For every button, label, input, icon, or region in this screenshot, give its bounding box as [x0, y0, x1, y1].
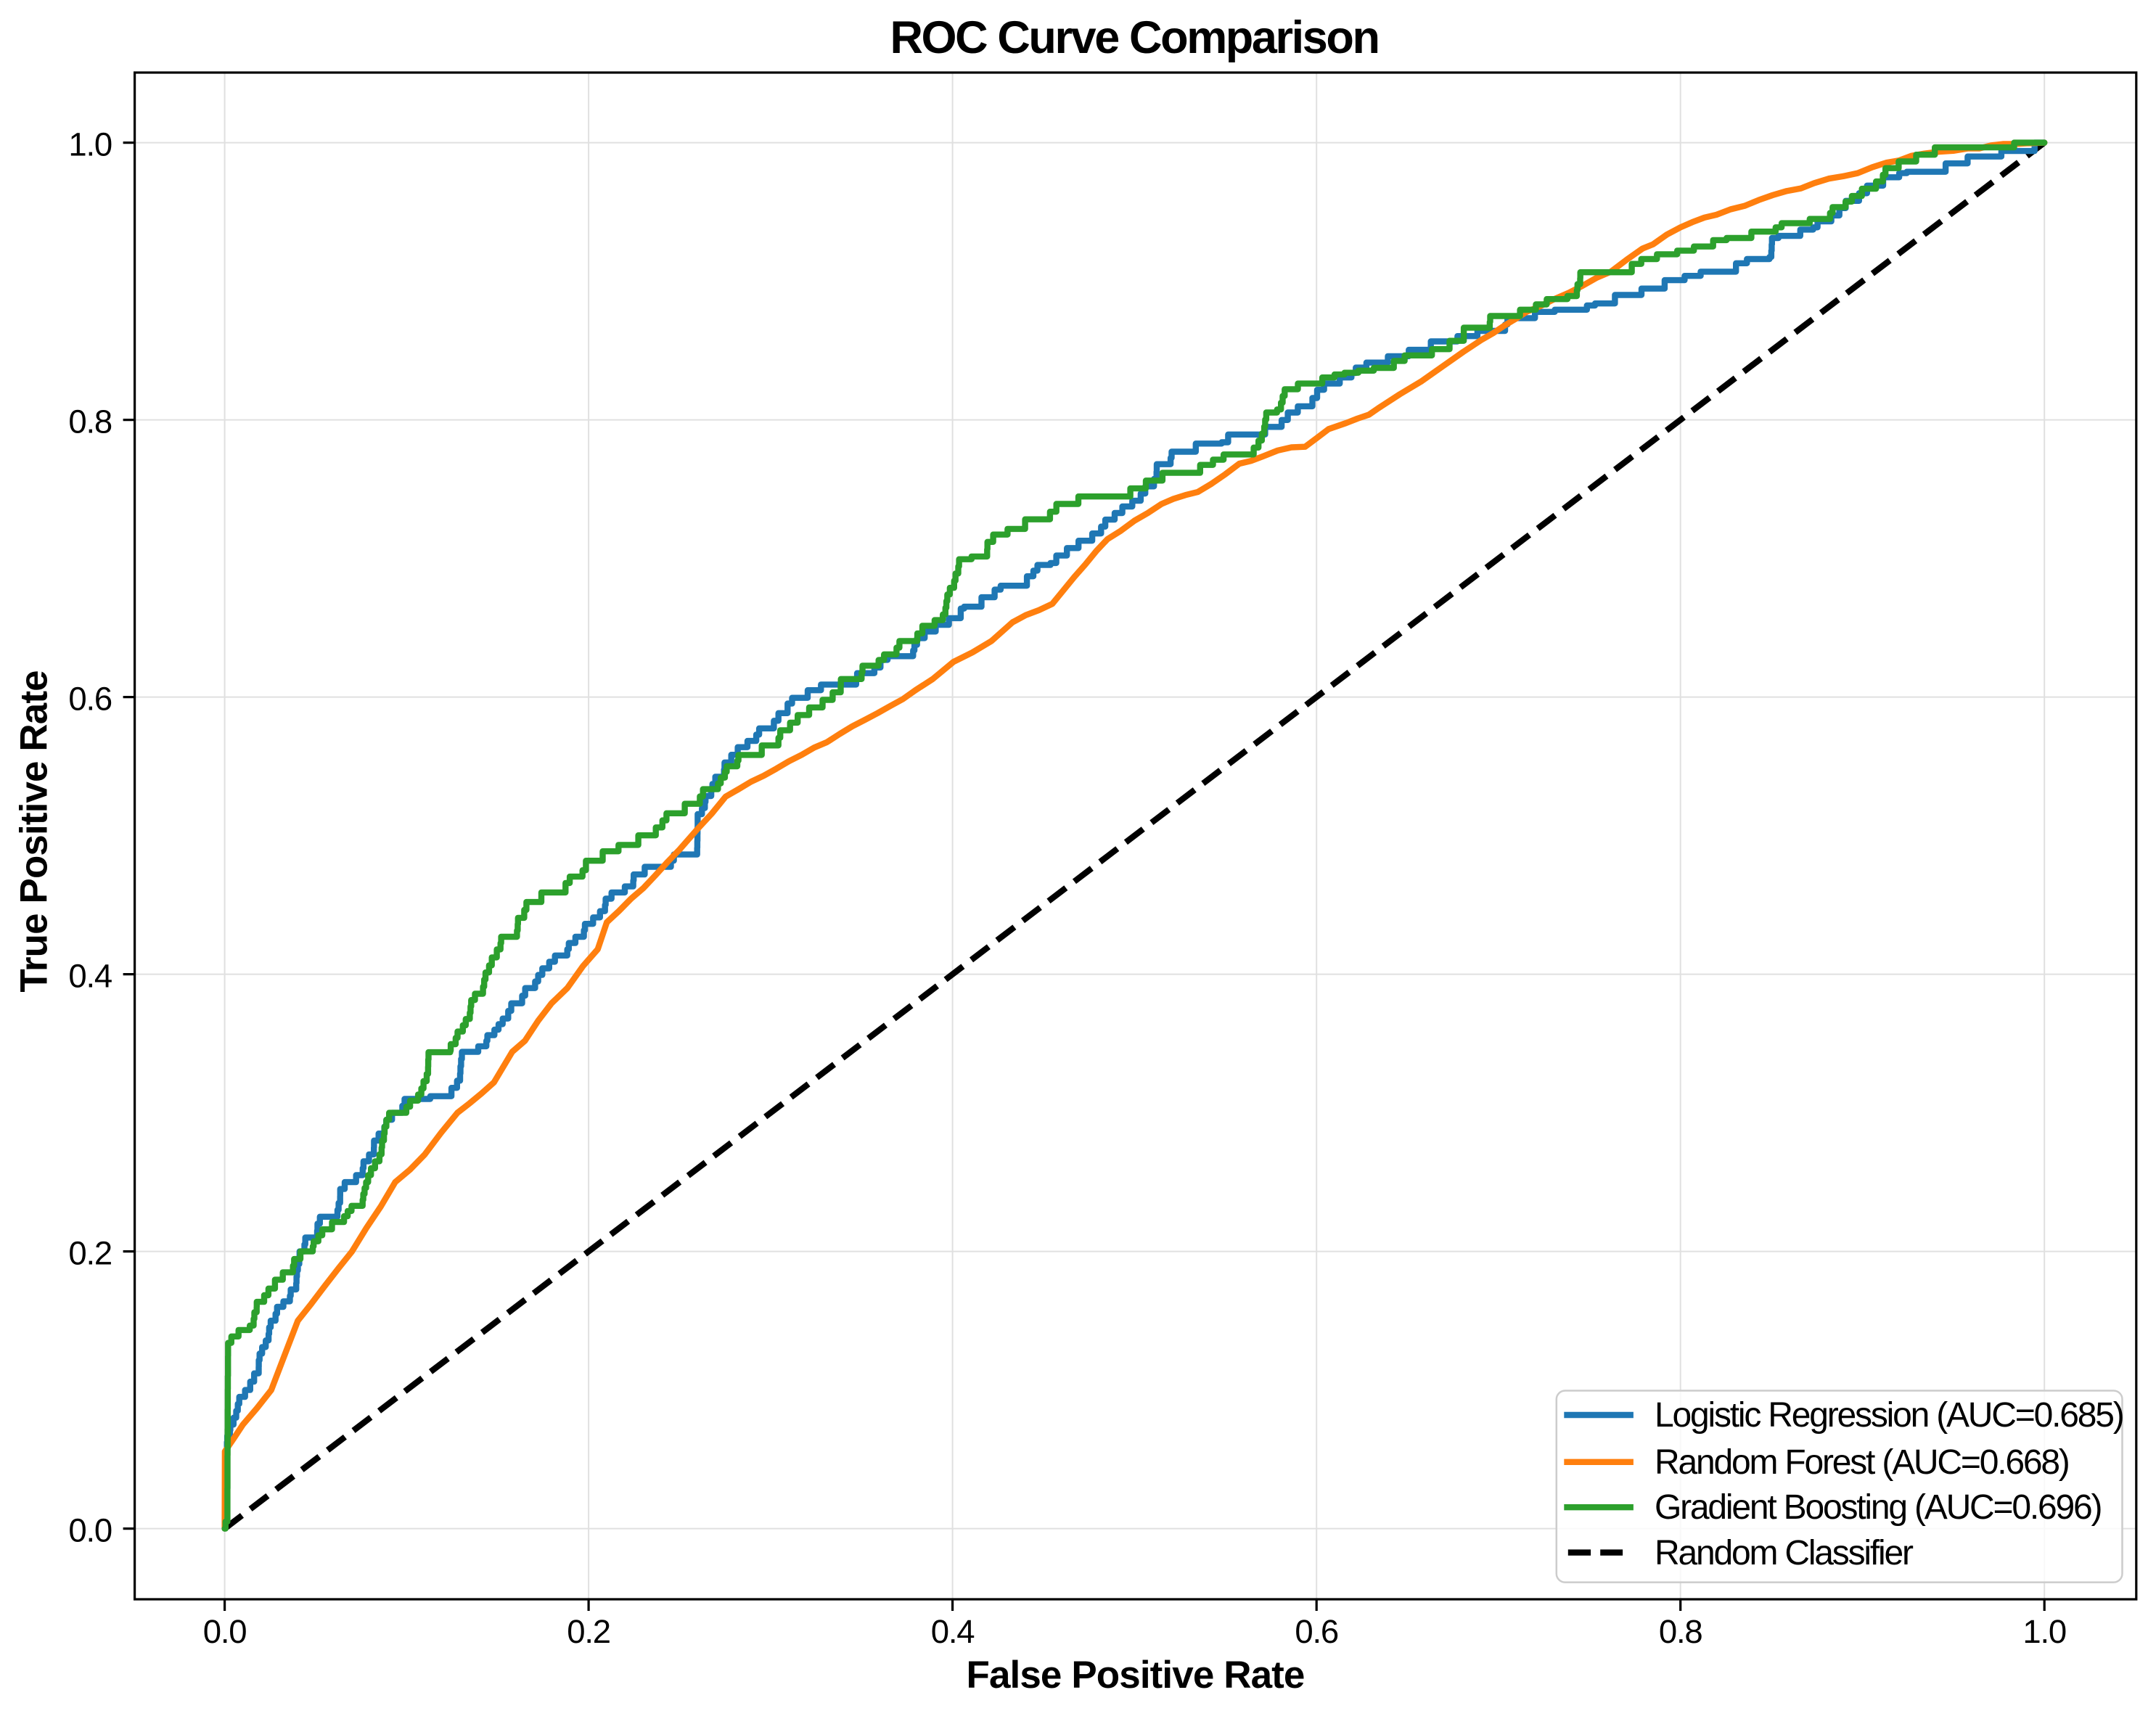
svg-text:False Positive Rate: False Positive Rate [966, 1654, 1304, 1697]
svg-text:0.6: 0.6 [1295, 1613, 1338, 1650]
svg-text:0.2: 0.2 [567, 1613, 610, 1650]
svg-text:Random Forest (AUC=0.668): Random Forest (AUC=0.668) [1655, 1443, 2069, 1482]
svg-text:Logistic Regression (AUC=0.685: Logistic Regression (AUC=0.685) [1655, 1396, 2123, 1435]
svg-text:0.4: 0.4 [68, 957, 112, 994]
svg-text:1.0: 1.0 [68, 126, 112, 163]
svg-text:Random Classifier: Random Classifier [1655, 1534, 1914, 1572]
svg-text:0.0: 0.0 [203, 1613, 247, 1650]
svg-text:True Positive Rate: True Positive Rate [13, 670, 56, 992]
svg-text:0.2: 0.2 [68, 1234, 112, 1271]
svg-text:0.8: 0.8 [1659, 1613, 1702, 1650]
svg-text:0.6: 0.6 [68, 680, 112, 717]
svg-text:0.4: 0.4 [931, 1613, 975, 1650]
svg-text:Gradient Boosting (AUC=0.696): Gradient Boosting (AUC=0.696) [1655, 1488, 2101, 1527]
svg-text:1.0: 1.0 [2022, 1613, 2066, 1650]
svg-text:0.8: 0.8 [68, 403, 112, 440]
svg-text:ROC Curve Comparison: ROC Curve Comparison [890, 12, 1378, 63]
svg-text:0.0: 0.0 [68, 1511, 112, 1548]
